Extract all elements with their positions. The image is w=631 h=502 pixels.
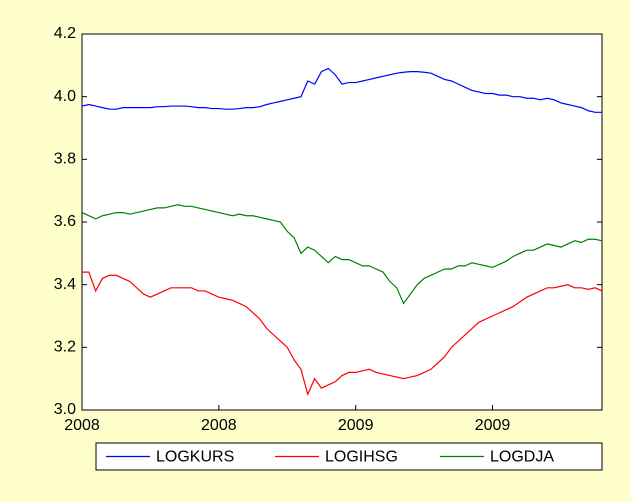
y-tick-label: 4.2 [54,25,76,42]
y-tick-label: 3.4 [54,276,76,293]
legend-label: LOGIHSG [325,449,398,466]
series-line [82,271,603,397]
series-line [81,204,603,305]
series-line [81,67,602,113]
y-tick-label: 3.2 [54,339,76,356]
x-tick-label: 2009 [475,417,511,434]
legend-label: LOGKURS [156,449,234,466]
x-tick-label: 2008 [201,417,237,434]
y-tick-label: 3.0 [54,401,76,418]
legend-box [95,442,603,471]
x-tick-label: 2008 [64,417,100,434]
y-tick-label: 4.0 [54,88,76,105]
plot-area [81,33,603,411]
y-tick-label: 3.6 [54,213,76,230]
y-tick-label: 3.8 [54,151,76,168]
legend-label: LOGDJA [490,449,554,466]
x-tick-label: 2009 [338,417,374,434]
